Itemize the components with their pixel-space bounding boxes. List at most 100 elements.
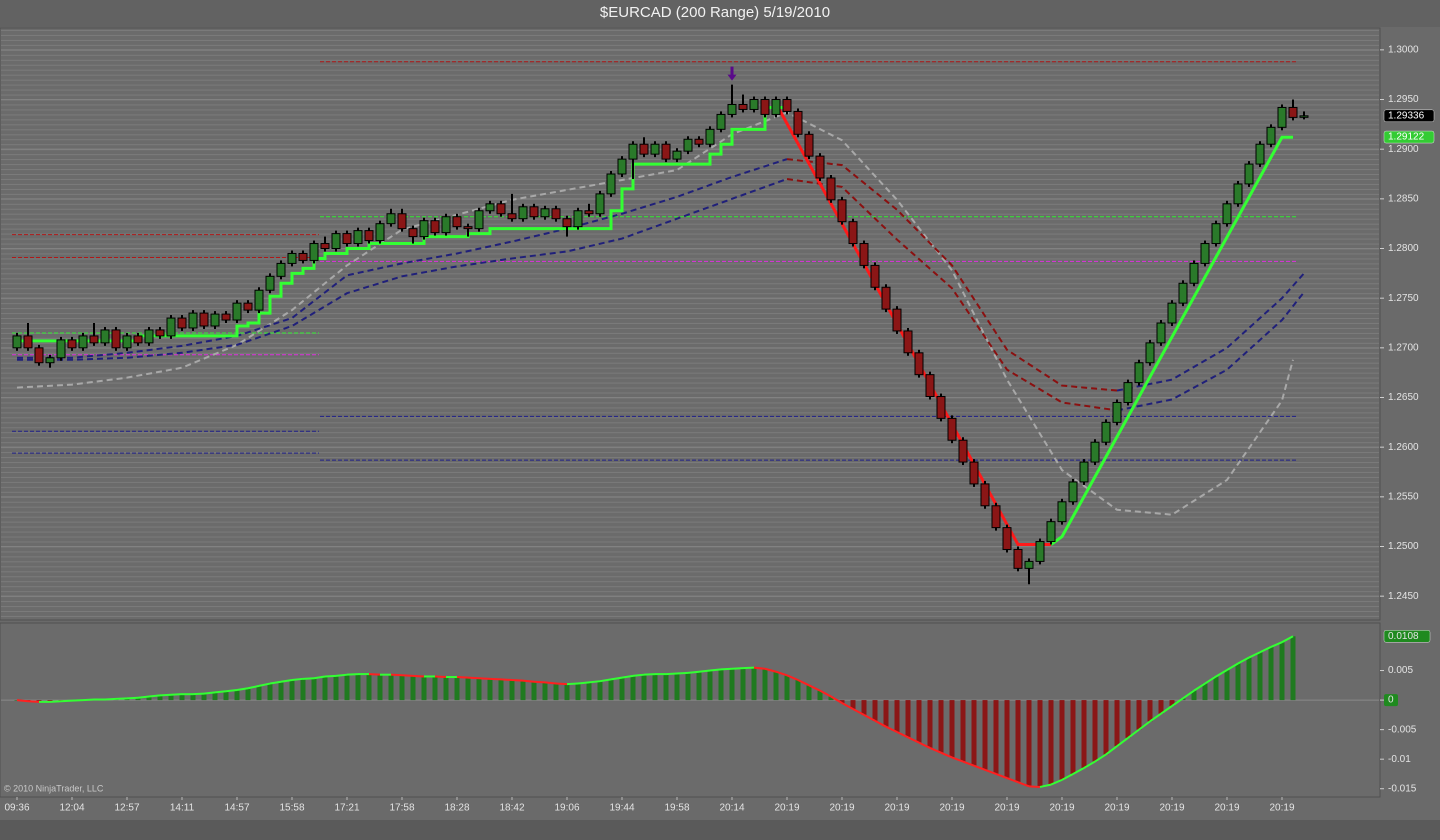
indicator-line <box>1061 773 1074 781</box>
candle-body <box>111 329 121 349</box>
indicator-line <box>764 667 777 673</box>
histogram-bar <box>1114 700 1120 747</box>
x-tick-label: 20:19 <box>1269 803 1294 814</box>
histogram-bar <box>190 694 196 701</box>
candle-body <box>1013 548 1023 569</box>
candle-body <box>749 99 759 110</box>
histogram-bar <box>300 678 306 701</box>
indicator-line <box>1248 651 1261 659</box>
candle-body <box>1145 342 1155 364</box>
candle-body <box>474 210 484 230</box>
candle-body <box>606 173 616 195</box>
candle-body <box>386 213 396 225</box>
indicator-line <box>214 690 227 694</box>
candle-body <box>166 317 176 337</box>
indicator-line <box>819 689 832 698</box>
indicator-line <box>1039 783 1052 788</box>
histogram-bar <box>278 681 284 701</box>
x-tick-label: 20:19 <box>1214 803 1239 814</box>
histogram-bar <box>608 679 614 701</box>
x-tick-label: 20:19 <box>1104 803 1129 814</box>
histogram-bar <box>652 674 658 701</box>
histogram-bar <box>564 684 570 701</box>
indicator-line <box>511 679 524 682</box>
indicator-line <box>192 692 205 696</box>
candle-body <box>265 275 275 291</box>
y-tick-label: 1.2450 <box>1388 591 1419 602</box>
band-line <box>17 158 1305 392</box>
y-tick-label: 1.3000 <box>1388 44 1419 55</box>
histogram-bar <box>1279 642 1285 701</box>
histogram-bar <box>157 695 163 701</box>
histogram-bar <box>311 678 317 701</box>
indicator-line <box>951 756 964 763</box>
histogram-bar <box>1026 700 1032 787</box>
histogram-bar <box>762 668 768 701</box>
candle-body <box>298 252 308 261</box>
histogram-bar <box>905 700 911 738</box>
histogram-bar <box>421 676 427 701</box>
indicator-line <box>170 693 183 696</box>
candle-body <box>155 329 165 337</box>
candle-body <box>518 206 528 220</box>
indicator-line <box>203 691 216 695</box>
candle-body <box>782 99 792 112</box>
indicator-line <box>500 678 513 681</box>
indicator-line <box>588 680 601 684</box>
candle-body <box>661 143 671 160</box>
indicator-line <box>1072 767 1085 775</box>
indicator-line <box>247 684 260 690</box>
candle-body <box>958 439 968 463</box>
histogram-bar <box>586 682 592 701</box>
indicator-line <box>709 668 722 672</box>
histogram-bar <box>1257 652 1263 701</box>
candle-body <box>650 143 660 155</box>
value-badge <box>1383 630 1431 643</box>
histogram-bar <box>993 700 999 774</box>
indicator-line <box>742 666 755 670</box>
candle-body <box>1178 282 1188 304</box>
y-tick-label: -0.015 <box>1388 783 1417 794</box>
histogram-bar <box>883 700 889 727</box>
histogram-bar <box>443 677 449 701</box>
candle-body <box>947 417 957 441</box>
candle-body <box>408 228 418 238</box>
candle-body <box>1101 421 1111 443</box>
value-badge-label: 0.0108 <box>1388 631 1419 642</box>
histogram-bar <box>1213 676 1219 701</box>
indicator-line <box>995 773 1008 780</box>
candle-body <box>859 243 869 266</box>
histogram-bar <box>938 700 944 753</box>
indicator-line <box>1182 689 1195 700</box>
candle-body <box>848 221 858 245</box>
indicator-line <box>522 679 535 683</box>
candle-body <box>1068 481 1078 503</box>
candle-body <box>705 128 715 145</box>
histogram-bar <box>1103 700 1109 755</box>
candle-body <box>1123 382 1133 403</box>
candle-body <box>573 210 583 228</box>
indicator-line <box>1237 656 1250 665</box>
candle-body <box>45 357 55 364</box>
candle-body <box>221 313 231 321</box>
histogram-bar <box>839 700 845 704</box>
histogram-bar <box>949 700 955 758</box>
x-tick-label: 20:19 <box>939 803 964 814</box>
candle-body <box>397 213 407 230</box>
indicator-line <box>225 689 238 693</box>
trailing-stop <box>1050 135 1293 546</box>
x-tick-label: 12:57 <box>114 803 139 814</box>
candle-body <box>1299 115 1309 118</box>
indicator-line <box>412 674 425 678</box>
candle-body <box>540 208 550 218</box>
candle-body <box>914 352 924 376</box>
indicator-line <box>16 699 29 703</box>
indicator-line <box>71 699 84 702</box>
histogram-bar <box>179 694 185 701</box>
y-tick-label: 1.2850 <box>1388 193 1419 204</box>
indicator-line <box>643 673 656 676</box>
indicator-line <box>973 764 986 771</box>
price-badge-label: 1.29336 <box>1388 110 1425 121</box>
indicator-line <box>907 736 920 744</box>
